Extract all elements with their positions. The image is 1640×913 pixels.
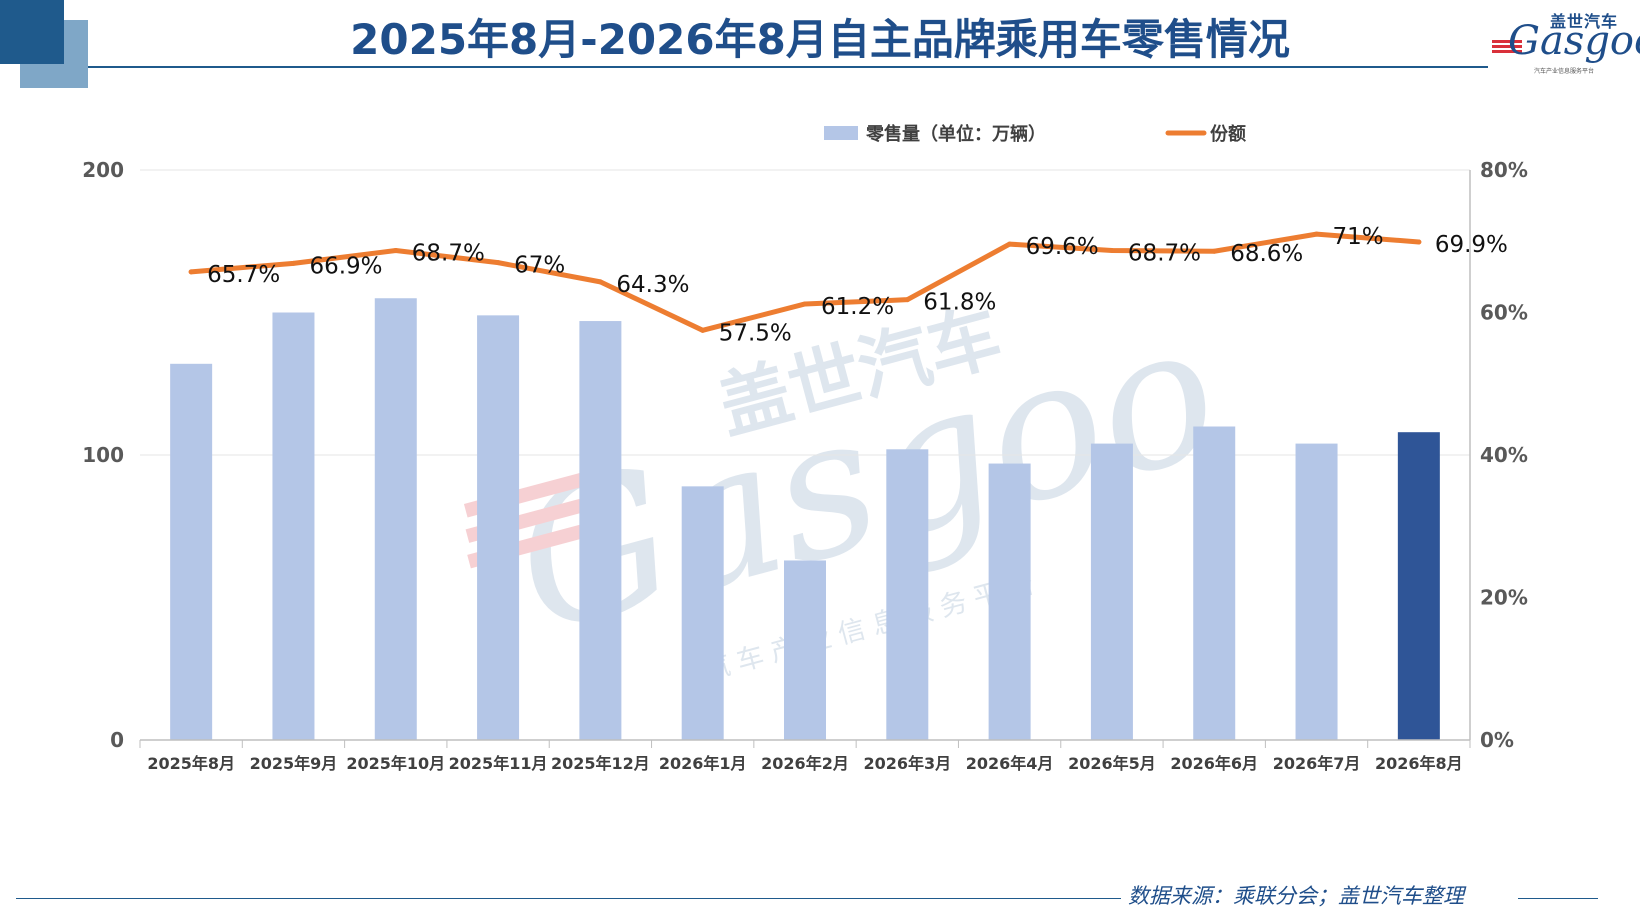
legend: 零售量（单位：万辆） 份额 bbox=[824, 123, 1246, 145]
y-right-tick-label: 60% bbox=[1480, 301, 1528, 325]
bar bbox=[784, 560, 826, 740]
y-right-tick-label: 80% bbox=[1480, 158, 1528, 182]
x-tick-label: 2026年2月 bbox=[761, 754, 849, 773]
x-tick-label: 2026年5月 bbox=[1068, 754, 1156, 773]
bar bbox=[272, 312, 315, 740]
x-tick-label: 2026年3月 bbox=[863, 754, 951, 773]
y-left-tick-label: 200 bbox=[82, 158, 124, 182]
y-left-tick-label: 0 bbox=[110, 728, 124, 752]
bar bbox=[477, 315, 520, 740]
share-point bbox=[597, 279, 603, 285]
x-tick-label: 2026年1月 bbox=[659, 754, 747, 773]
logo-en-text: Gasgoo bbox=[1508, 18, 1640, 64]
logo-cn-text: 盖世汽车 bbox=[1550, 12, 1619, 31]
share-point bbox=[1109, 248, 1115, 254]
bar bbox=[886, 449, 929, 740]
share-data-label: 65.7% bbox=[207, 262, 280, 288]
corner-decoration-dark bbox=[0, 0, 64, 64]
bar bbox=[1397, 432, 1440, 740]
bar bbox=[374, 298, 417, 740]
share-point bbox=[700, 327, 706, 333]
share-data-label: 69.6% bbox=[1026, 234, 1099, 260]
legend-label-line: 份额 bbox=[1210, 123, 1246, 145]
share-point bbox=[188, 269, 194, 275]
share-point bbox=[1007, 241, 1013, 247]
bar bbox=[1295, 443, 1338, 740]
share-point bbox=[1416, 239, 1422, 245]
gasgoo-logo: 盖世汽车 Gasgoo 汽车产业信息服务平台 bbox=[1490, 6, 1640, 75]
footer-divider-right bbox=[1518, 898, 1598, 899]
x-tick-label: 2026年8月 bbox=[1375, 754, 1463, 773]
share-data-label: 61.2% bbox=[821, 294, 894, 320]
share-data-label: 67% bbox=[514, 253, 565, 279]
title-divider bbox=[88, 66, 1488, 68]
bar bbox=[1193, 426, 1236, 740]
share-data-label: 61.8% bbox=[923, 290, 996, 316]
x-tick-label: 2026年7月 bbox=[1273, 754, 1361, 773]
bar bbox=[579, 321, 622, 740]
x-tick-label: 2026年6月 bbox=[1170, 754, 1258, 773]
share-point bbox=[290, 260, 296, 266]
share-data-label: 57.5% bbox=[719, 320, 792, 346]
share-data-label: 71% bbox=[1333, 224, 1384, 250]
bar bbox=[170, 363, 213, 740]
share-point bbox=[1314, 231, 1320, 237]
page-title: 2025年8月-2026年8月自主品牌乘用车零售情况 bbox=[350, 15, 1290, 64]
y-right-tick-label: 20% bbox=[1480, 586, 1528, 610]
bar bbox=[1090, 443, 1133, 740]
legend-label-bar: 零售量（单位：万辆） bbox=[865, 123, 1046, 145]
x-tick-label: 2025年8月 bbox=[147, 754, 235, 773]
line-series: 65.7% 66.9% 68.7% 67% 64.3% 57.5% 61.2% 61.8% 69… bbox=[188, 224, 1508, 346]
bar bbox=[988, 463, 1031, 740]
share-point bbox=[495, 260, 501, 266]
axes: 0 100 200 0% 20% 40% 60% 80% 2025年8月 2025年9月 2025年… bbox=[82, 158, 1528, 773]
share-point bbox=[1211, 248, 1217, 254]
share-data-label: 66.9% bbox=[309, 253, 382, 279]
share-point bbox=[904, 297, 910, 303]
data-source: 数据来源：乘联分会；盖世汽车整理 bbox=[1128, 884, 1464, 908]
bar-series bbox=[170, 298, 1440, 740]
footer-divider-left bbox=[16, 898, 1121, 899]
y-left-tick-label: 100 bbox=[82, 443, 124, 467]
share-point bbox=[802, 301, 808, 307]
x-tick-label: 2025年9月 bbox=[250, 754, 338, 773]
bar bbox=[681, 486, 724, 740]
x-tick-label: 2025年12月 bbox=[551, 754, 650, 773]
y-right-tick-label: 40% bbox=[1480, 443, 1528, 467]
legend-swatch-bar bbox=[824, 126, 858, 140]
share-data-label: 68.7% bbox=[1128, 241, 1201, 267]
x-tick-label: 2026年4月 bbox=[966, 754, 1054, 773]
share-data-label: 64.3% bbox=[616, 272, 689, 298]
share-data-label: 68.7% bbox=[412, 241, 485, 267]
share-data-label: 68.6% bbox=[1230, 241, 1303, 267]
share-data-label: 69.9% bbox=[1435, 232, 1508, 258]
x-tick-label: 2025年10月 bbox=[346, 754, 445, 773]
logo-sub-text: 汽车产业信息服务平台 bbox=[1534, 68, 1595, 75]
grid-lines bbox=[140, 169, 1470, 456]
x-tick-label: 2025年11月 bbox=[449, 754, 548, 773]
logo-stripes-icon bbox=[1492, 40, 1522, 54]
share-point bbox=[393, 248, 399, 254]
y-right-tick-label: 0% bbox=[1480, 728, 1514, 752]
